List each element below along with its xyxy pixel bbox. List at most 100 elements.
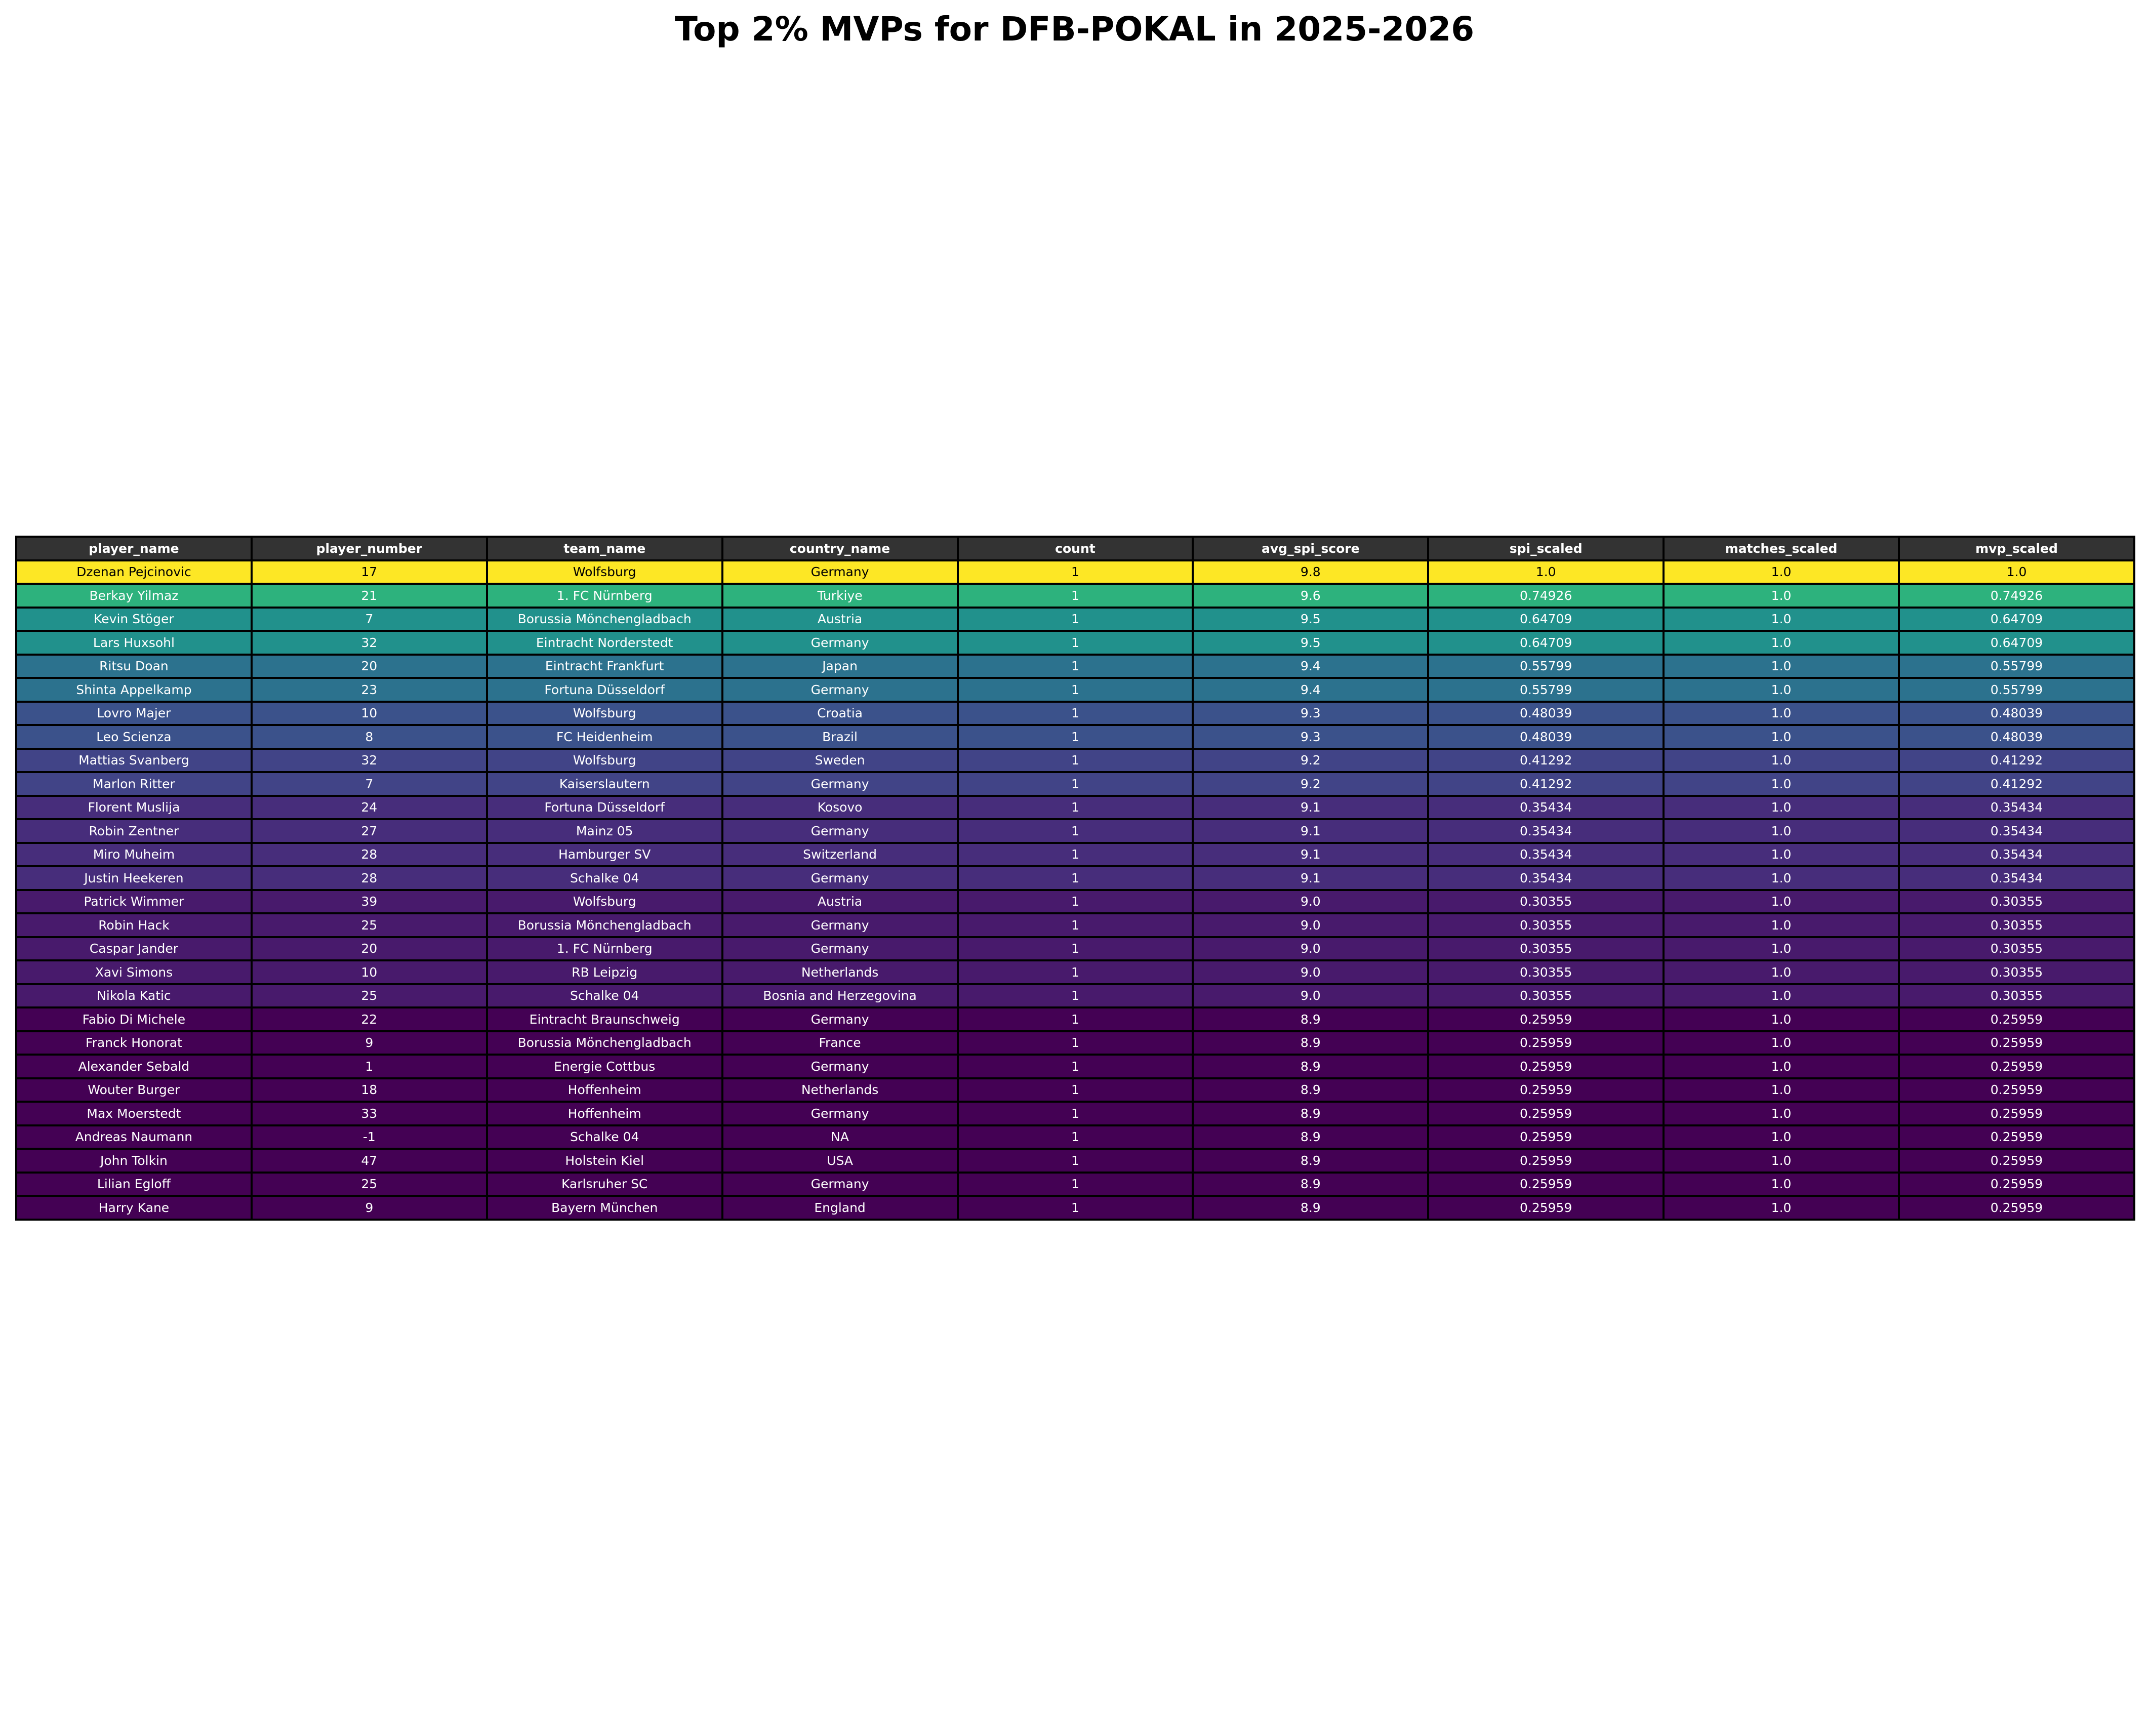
cell-mvp-scaled: 0.30355 xyxy=(1898,959,2135,985)
cell-count: 1 xyxy=(956,724,1194,750)
table-row: Wouter Burger 18 Hoffenheim Netherlands 1 8.9… xyxy=(15,1077,2135,1103)
table-row: Ritsu Doan 20 Eintracht Frankfurt Japan 1 9.4… xyxy=(15,653,2135,679)
cell-team-name: Borussia Mönchengladbach xyxy=(485,1030,723,1056)
cell-count: 1 xyxy=(956,865,1194,891)
cell-spi-scaled: 1.0 xyxy=(1427,559,1665,585)
cell-country-name: Austria xyxy=(721,606,959,632)
cell-matches-scaled: 1.0 xyxy=(1663,1101,1900,1126)
cell-player-name: Kevin Stöger xyxy=(15,606,253,632)
table-body: Dzenan Pejcinovic 17 Wolfsburg Germany 1 9.8 1… xyxy=(15,559,2135,1221)
cell-country-name: Croatia xyxy=(721,700,959,726)
cell-matches-scaled: 1.0 xyxy=(1663,912,1900,938)
cell-mvp-scaled: 0.25959 xyxy=(1898,1054,2135,1079)
cell-player-name: John Tolkin xyxy=(15,1148,253,1174)
cell-player-number: -1 xyxy=(250,1124,488,1150)
cell-player-number: 47 xyxy=(250,1148,488,1174)
cell-team-name: Hoffenheim xyxy=(485,1077,723,1103)
cell-matches-scaled: 1.0 xyxy=(1663,630,1900,656)
cell-avg-spi-score: 9.5 xyxy=(1192,606,1430,632)
cell-avg-spi-score: 9.2 xyxy=(1192,747,1430,773)
cell-spi-scaled: 0.25959 xyxy=(1427,1030,1665,1056)
cell-country-name: Austria xyxy=(721,889,959,914)
cell-player-name: Berkay Yilmaz xyxy=(15,583,253,609)
cell-mvp-scaled: 0.55799 xyxy=(1898,653,2135,679)
cell-team-name: Eintracht Norderstedt xyxy=(485,630,723,656)
cell-mvp-scaled: 0.30355 xyxy=(1898,889,2135,914)
cell-country-name: Germany xyxy=(721,1054,959,1079)
cell-player-name: Leo Scienza xyxy=(15,724,253,750)
cell-count: 1 xyxy=(956,771,1194,797)
cell-player-number: 22 xyxy=(250,1006,488,1032)
cell-avg-spi-score: 9.6 xyxy=(1192,583,1430,609)
cell-team-name: Borussia Mönchengladbach xyxy=(485,912,723,938)
cell-team-name: FC Heidenheim xyxy=(485,724,723,750)
cell-country-name: USA xyxy=(721,1148,959,1174)
cell-avg-spi-score: 9.1 xyxy=(1192,794,1430,820)
cell-player-number: 33 xyxy=(250,1101,488,1126)
cell-player-name: Xavi Simons xyxy=(15,959,253,985)
cell-count: 1 xyxy=(956,912,1194,938)
cell-player-number: 1 xyxy=(250,1054,488,1079)
cell-player-name: Florent Muslija xyxy=(15,794,253,820)
cell-team-name: Schalke 04 xyxy=(485,865,723,891)
cell-matches-scaled: 1.0 xyxy=(1663,1195,1900,1221)
table-row: Max Moerstedt 33 Hoffenheim Germany 1 8.9 0.25… xyxy=(15,1101,2135,1126)
cell-team-name: 1. FC Nürnberg xyxy=(485,583,723,609)
cell-player-number: 8 xyxy=(250,724,488,750)
cell-spi-scaled: 0.55799 xyxy=(1427,677,1665,703)
cell-matches-scaled: 1.0 xyxy=(1663,677,1900,703)
cell-count: 1 xyxy=(956,677,1194,703)
cell-spi-scaled: 0.74926 xyxy=(1427,583,1665,609)
table-row: Miro Muheim 28 Hamburger SV Switzerland 1 9.1… xyxy=(15,841,2135,867)
cell-player-number: 39 xyxy=(250,889,488,914)
cell-matches-scaled: 1.0 xyxy=(1663,865,1900,891)
cell-player-number: 7 xyxy=(250,771,488,797)
cell-country-name: NA xyxy=(721,1124,959,1150)
cell-mvp-scaled: 0.25959 xyxy=(1898,1195,2135,1221)
cell-count: 1 xyxy=(956,606,1194,632)
cell-count: 1 xyxy=(956,841,1194,867)
table-row: Lovro Majer 10 Wolfsburg Croatia 1 9.3 0.48039… xyxy=(15,700,2135,726)
cell-team-name: Hoffenheim xyxy=(485,1101,723,1126)
cell-count: 1 xyxy=(956,1030,1194,1056)
cell-country-name: Germany xyxy=(721,865,959,891)
cell-player-number: 18 xyxy=(250,1077,488,1103)
cell-team-name: Holstein Kiel xyxy=(485,1148,723,1174)
cell-matches-scaled: 1.0 xyxy=(1663,959,1900,985)
cell-team-name: RB Leipzig xyxy=(485,959,723,985)
column-header-avg-spi-score: avg_spi_score xyxy=(1192,536,1430,561)
table-row: Robin Hack 25 Borussia Mönchengladbach Germ… xyxy=(15,912,2135,938)
cell-matches-scaled: 1.0 xyxy=(1663,1030,1900,1056)
cell-player-number: 25 xyxy=(250,983,488,1008)
cell-spi-scaled: 0.30355 xyxy=(1427,936,1665,961)
cell-mvp-scaled: 0.25959 xyxy=(1898,1006,2135,1032)
cell-count: 1 xyxy=(956,1006,1194,1032)
table-row: Andreas Naumann -1 Schalke 04 NA 1 8.9 0.25959… xyxy=(15,1124,2135,1150)
cell-player-number: 10 xyxy=(250,959,488,985)
cell-spi-scaled: 0.48039 xyxy=(1427,724,1665,750)
cell-mvp-scaled: 0.35434 xyxy=(1898,841,2135,867)
table-row: Fabio Di Michele 22 Eintracht Braunschweig… xyxy=(15,1006,2135,1032)
cell-spi-scaled: 0.35434 xyxy=(1427,794,1665,820)
cell-avg-spi-score: 9.0 xyxy=(1192,983,1430,1008)
cell-player-name: Nikola Katic xyxy=(15,983,253,1008)
cell-avg-spi-score: 9.4 xyxy=(1192,677,1430,703)
cell-mvp-scaled: 0.30355 xyxy=(1898,912,2135,938)
column-header-player-number: player_number xyxy=(250,536,488,561)
cell-team-name: Fortuna Düsseldorf xyxy=(485,794,723,820)
cell-avg-spi-score: 9.3 xyxy=(1192,700,1430,726)
cell-matches-scaled: 1.0 xyxy=(1663,700,1900,726)
cell-avg-spi-score: 9.0 xyxy=(1192,936,1430,961)
table-row: Robin Zentner 27 Mainz 05 Germany 1 9.1 0.3543… xyxy=(15,818,2135,844)
cell-mvp-scaled: 0.74926 xyxy=(1898,583,2135,609)
cell-mvp-scaled: 0.35434 xyxy=(1898,865,2135,891)
cell-count: 1 xyxy=(956,583,1194,609)
cell-country-name: England xyxy=(721,1195,959,1221)
cell-mvp-scaled: 0.30355 xyxy=(1898,983,2135,1008)
cell-count: 1 xyxy=(956,794,1194,820)
cell-matches-scaled: 1.0 xyxy=(1663,583,1900,609)
cell-player-name: Shinta Appelkamp xyxy=(15,677,253,703)
cell-spi-scaled: 0.64709 xyxy=(1427,606,1665,632)
cell-count: 1 xyxy=(956,1054,1194,1079)
cell-count: 1 xyxy=(956,1171,1194,1197)
